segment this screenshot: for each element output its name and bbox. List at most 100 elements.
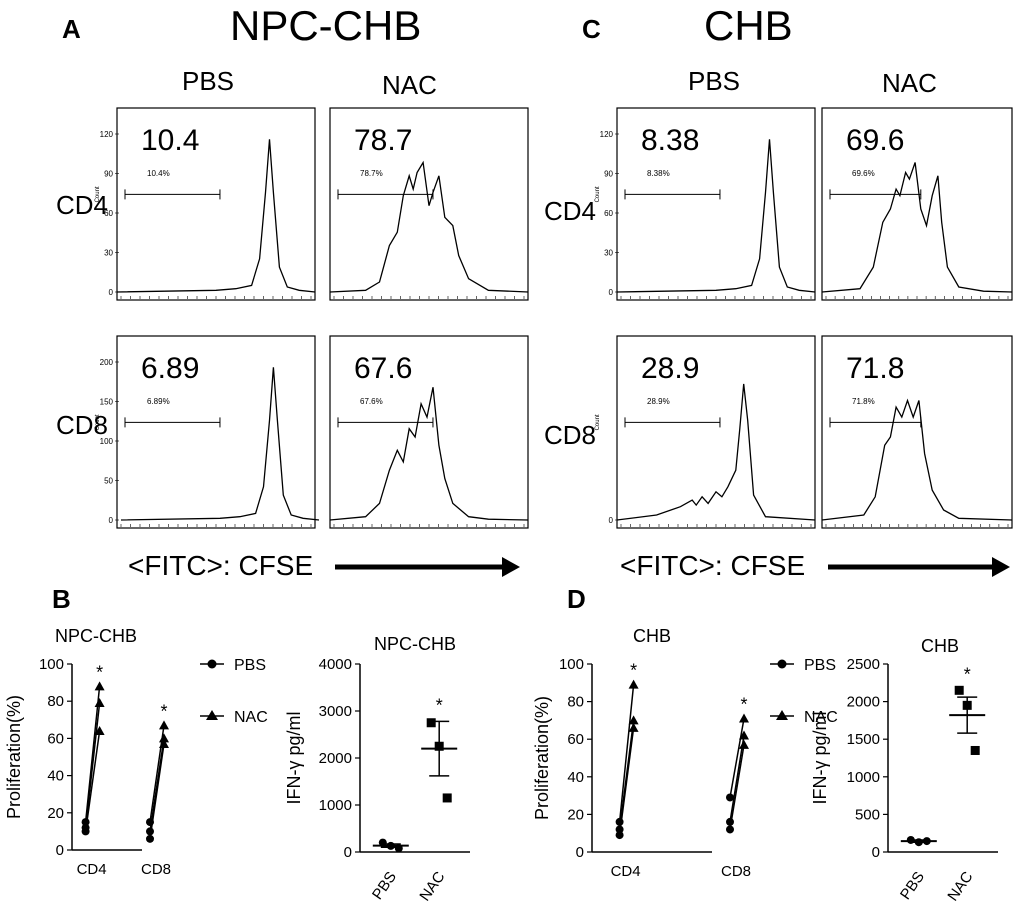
histogram-frame <box>616 107 816 301</box>
y-tick-label: 0 <box>109 516 114 525</box>
histogram-curve <box>821 398 1013 521</box>
histogram-cd4-nac-c: 69.6 69.6% <box>821 107 1013 301</box>
histogram-frame <box>329 335 529 529</box>
significance-star: * <box>630 661 637 681</box>
pair-line <box>729 735 745 823</box>
pair-line <box>84 730 101 832</box>
y-tick-label: 90 <box>104 170 113 179</box>
histogram-cd4-pbs-a: 0 30 60 90 120 Count 10.4 10.4% <box>95 107 316 301</box>
pair-line <box>149 743 165 839</box>
y-tick-label: 60 <box>104 209 113 218</box>
histogram-cd4-nac-a: 78.7 78.7% <box>329 107 529 301</box>
nac-point <box>94 681 105 691</box>
nac-point <box>442 793 452 803</box>
col-label-a-pbs: PBS <box>182 66 235 96</box>
y-tick-label: 40 <box>47 768 64 785</box>
group-title-a: NPC-CHB <box>230 2 422 49</box>
x-category-label: CD8 <box>141 861 171 878</box>
gate-percent-large: 78.7 <box>354 124 412 157</box>
x-category-label: CD4 <box>77 861 107 878</box>
pbs-point <box>726 817 734 826</box>
histogram-cd4-pbs-c: 0 30 60 90 120 Count 8.38 8.38% <box>595 107 816 301</box>
col-label-a-nac: NAC <box>382 70 437 100</box>
count-axis-label: Count <box>595 414 601 430</box>
y-tick-label: 0 <box>576 844 584 861</box>
gate-percent-small: 78.7% <box>360 169 383 178</box>
y-tick-label: 0 <box>56 842 64 859</box>
x-category-label: CD4 <box>611 863 641 880</box>
legend-label: PBS <box>804 657 836 674</box>
chart-title: NPC-CHB <box>55 626 137 646</box>
gate-percent-large: 69.6 <box>846 124 904 157</box>
y-tick-label: 1000 <box>847 769 880 786</box>
y-tick-label: 500 <box>855 806 880 823</box>
gate-percent-large: 8.38 <box>641 124 699 157</box>
y-tick-label: 1500 <box>847 731 880 748</box>
x-category-label: CD8 <box>721 863 751 880</box>
y-tick-label: 0 <box>609 288 614 297</box>
nac-point <box>739 730 749 740</box>
y-axis-label: IFN-γ pg/ml <box>810 711 830 804</box>
y-axis-label: Proliferation(%) <box>532 696 552 820</box>
gate-percent-small: 8.38% <box>647 169 670 178</box>
legend-marker-circle <box>207 659 217 669</box>
nac-point <box>628 722 639 732</box>
pair-line <box>729 744 745 830</box>
gate-percent-small: 6.89% <box>147 397 170 406</box>
nac-point <box>970 745 980 755</box>
histogram-frame <box>821 335 1013 529</box>
y-tick-label: 90 <box>604 170 613 179</box>
nac-point <box>159 738 169 748</box>
gate-percent-small: 10.4% <box>147 169 170 178</box>
chart-b-right: NPC-CHB 0 1000 2000 3000 4000 IFN-γ pg/ml PBS NA… <box>284 634 470 904</box>
y-tick-label: 3000 <box>319 703 352 720</box>
y-tick-label: 120 <box>600 130 614 139</box>
y-tick-label: 120 <box>100 130 114 139</box>
histogram-frame <box>821 107 1013 301</box>
nac-point <box>739 713 749 723</box>
y-tick-label: 100 <box>559 656 584 673</box>
nac-point <box>628 715 639 725</box>
group-title-c: CHB <box>704 2 793 49</box>
y-axis-label: Proliferation(%) <box>4 695 24 819</box>
significance-star: * <box>740 695 747 715</box>
y-tick-label: 0 <box>344 844 352 861</box>
y-tick-label: 0 <box>872 844 880 861</box>
legend-marker-triangle <box>776 710 788 720</box>
gate-percent-large: 10.4 <box>141 124 199 157</box>
x-category-label: PBS <box>897 869 928 903</box>
significance-star: * <box>96 662 103 682</box>
flow-histogram-grid: 0 30 60 90 120 Count 10.4 10.4% 78.7 78.7% 0 50 100 1… <box>95 107 1013 577</box>
x-caption-c: <FITC>: CFSE <box>620 550 806 581</box>
pair-line <box>618 720 635 830</box>
nac-point <box>628 679 639 689</box>
y-tick-label: 30 <box>604 249 613 258</box>
y-tick-label: 0 <box>609 516 614 525</box>
y-tick-label: 200 <box>100 358 114 367</box>
y-tick-label: 4000 <box>319 656 352 673</box>
pair-line <box>84 686 101 823</box>
col-label-c-nac: NAC <box>882 68 937 98</box>
y-tick-label: 80 <box>47 693 64 710</box>
legend-label: PBS <box>234 657 266 674</box>
histogram-frame <box>616 335 816 529</box>
significance-star: * <box>160 701 167 721</box>
row-label-c-cd8: CD8 <box>544 420 597 450</box>
significance-star: * <box>436 695 443 715</box>
y-tick-label: 0 <box>109 288 114 297</box>
gate-percent-small: 28.9% <box>647 397 670 406</box>
chart-b-left: NPC-CHB 0 20 40 60 80 100 Proliferation(%) CD4 * C… <box>4 626 268 878</box>
panel-letter-c: C <box>582 14 601 44</box>
y-tick-label: 30 <box>104 249 113 258</box>
histogram-curve <box>329 387 529 521</box>
gate-percent-small: 67.6% <box>360 397 383 406</box>
row-label-a-cd4: CD4 <box>56 190 109 220</box>
histogram-curve <box>116 139 316 293</box>
pair-line <box>618 727 635 836</box>
nac-point <box>739 739 749 749</box>
y-tick-label: 1000 <box>319 797 352 814</box>
panel-letter-a: A <box>62 14 81 44</box>
pbs-point <box>615 831 624 840</box>
nac-point <box>159 733 169 743</box>
nac-point <box>954 685 964 695</box>
